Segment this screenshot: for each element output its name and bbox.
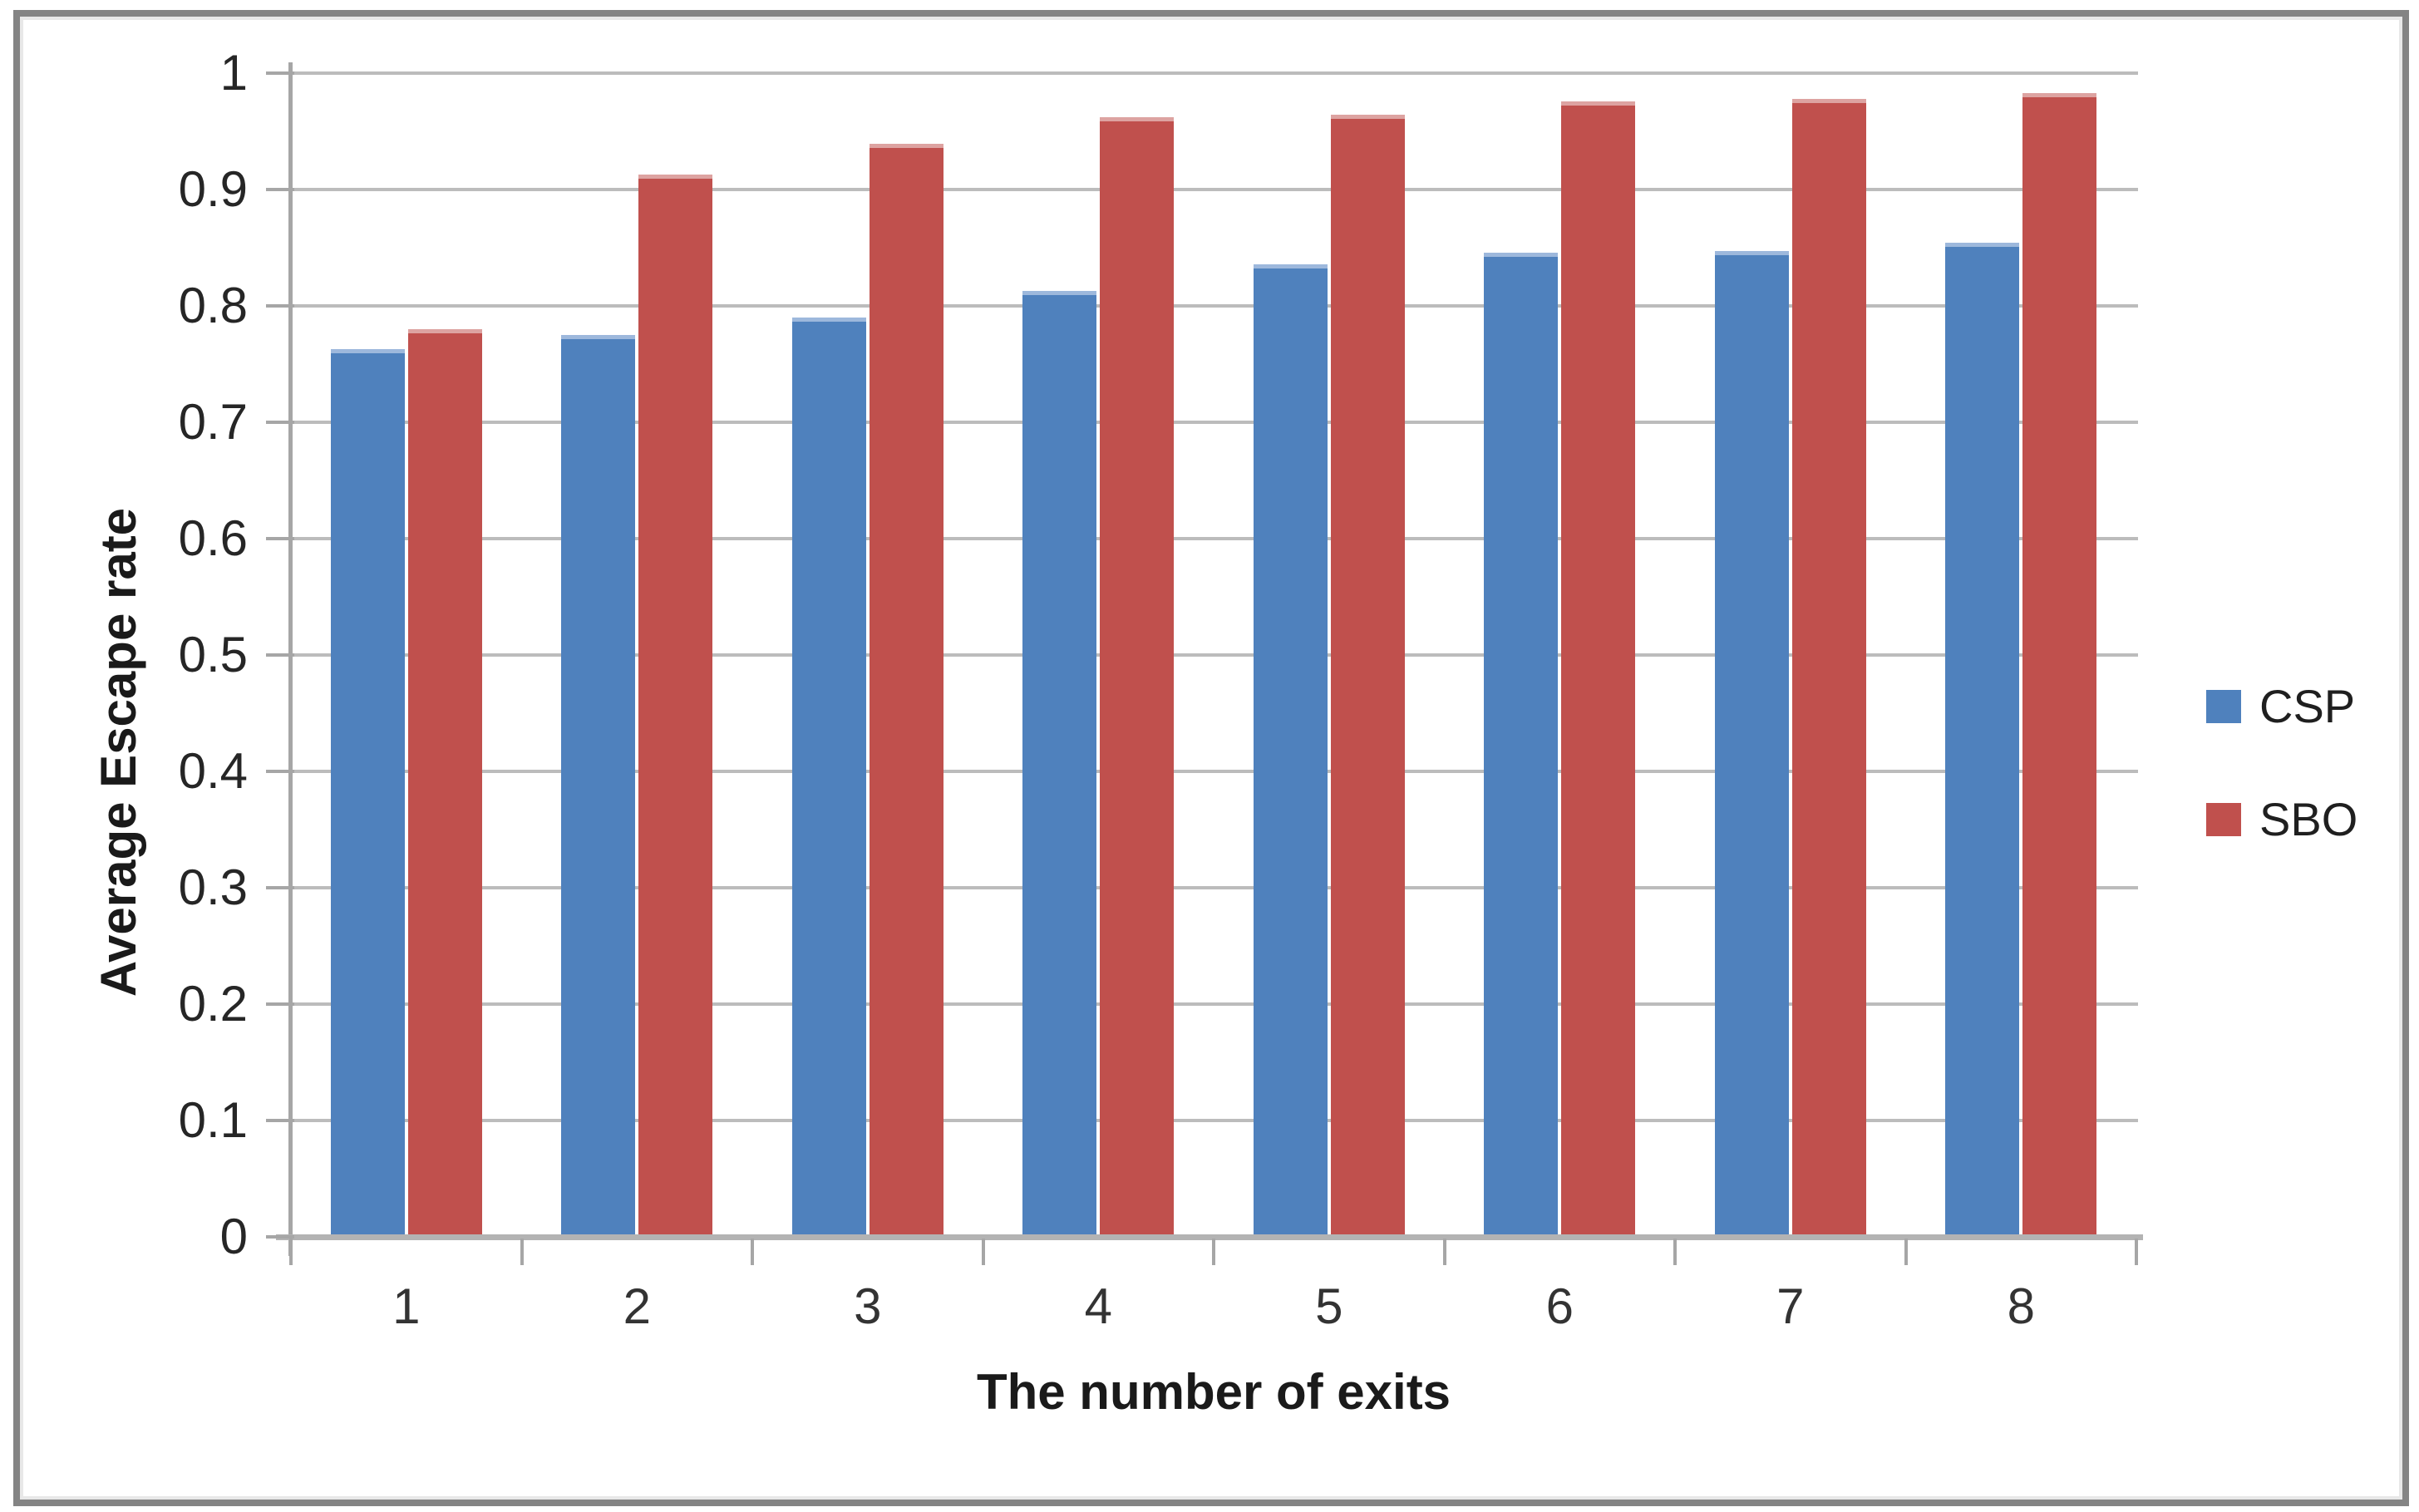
legend: CSP SBO <box>2206 682 2357 845</box>
gridline-0.1 <box>291 1119 2138 1122</box>
bar-csp-7 <box>1714 251 1789 1237</box>
y-tick-0.9 <box>266 188 294 191</box>
bar-sbo-6 <box>1561 101 1636 1237</box>
y-tick-0.1 <box>266 1119 294 1122</box>
y-tick-label-0.6: 0.6 <box>178 510 248 566</box>
y-tick-0.5 <box>266 653 294 657</box>
y-tick-label-0.7: 0.7 <box>178 394 248 450</box>
x-tick-5 <box>1442 1239 1446 1265</box>
x-axis-line <box>276 1234 2143 1240</box>
x-tick-0 <box>289 1239 293 1265</box>
y-axis-line <box>288 62 293 1256</box>
bar-sbo-7 <box>1791 98 1866 1237</box>
bar-csp-1 <box>330 348 405 1237</box>
legend-label-sbo: SBO <box>2259 793 2358 845</box>
x-tick-3 <box>981 1239 985 1265</box>
y-tick-0.2 <box>266 1002 294 1006</box>
gridline-0.4 <box>291 770 2138 773</box>
x-tick-label-6: 6 <box>1545 1278 1574 1334</box>
legend-entry-csp: CSP <box>2206 682 2357 731</box>
y-tick-0.8 <box>266 304 294 308</box>
x-tick-label-4: 4 <box>1084 1278 1112 1334</box>
x-tick-2 <box>751 1239 754 1265</box>
bar-csp-6 <box>1484 252 1559 1237</box>
y-tick-label-0.9: 0.9 <box>178 161 248 217</box>
bar-sbo-3 <box>869 144 943 1237</box>
x-tick-label-3: 3 <box>854 1278 882 1334</box>
legend-entry-sbo: SBO <box>2206 795 2357 845</box>
gridline-0.3 <box>291 886 2138 889</box>
y-tick-0.3 <box>266 886 294 889</box>
y-tick-label-0.8: 0.8 <box>178 278 248 333</box>
bar-csp-4 <box>1022 290 1097 1237</box>
bar-csp-2 <box>561 335 636 1237</box>
x-tick-label-1: 1 <box>392 1278 421 1334</box>
y-axis-title: Average Escape rate <box>91 507 146 997</box>
y-tick-label-1: 1 <box>219 45 248 101</box>
y-tick-1 <box>266 71 294 75</box>
y-tick-0 <box>266 1235 294 1239</box>
gridline-0.5 <box>291 653 2138 657</box>
bar-csp-8 <box>1945 243 2020 1237</box>
gridline-0.8 <box>291 304 2138 308</box>
x-tick-label-7: 7 <box>1776 1278 1805 1334</box>
legend-swatch <box>2206 803 2241 836</box>
x-axis-title: The number of exits <box>976 1364 1451 1420</box>
x-tick-1 <box>520 1239 524 1265</box>
x-tick-label-8: 8 <box>2007 1278 2035 1334</box>
y-tick-label-0.4: 0.4 <box>178 743 248 799</box>
x-tick-6 <box>1673 1239 1677 1265</box>
gridline-0.6 <box>291 537 2138 540</box>
y-tick-label-0.2: 0.2 <box>178 976 248 1032</box>
y-tick-label-0: 0 <box>219 1209 248 1264</box>
bar-csp-5 <box>1253 263 1328 1237</box>
x-tick-7 <box>1904 1239 1908 1265</box>
y-tick-0.7 <box>266 421 294 424</box>
legend-label-csp: CSP <box>2259 680 2356 732</box>
x-tick-4 <box>1212 1239 1215 1265</box>
gridline-0.2 <box>291 1002 2138 1006</box>
bar-sbo-5 <box>1330 115 1405 1237</box>
bar-sbo-2 <box>638 174 713 1237</box>
gridline-1 <box>291 71 2138 75</box>
bar-sbo-4 <box>1100 117 1175 1237</box>
y-tick-0.6 <box>266 537 294 540</box>
x-tick-label-5: 5 <box>1315 1278 1343 1334</box>
bar-sbo-8 <box>2022 92 2097 1237</box>
bar-csp-3 <box>791 318 866 1237</box>
gridline-0.9 <box>291 188 2138 191</box>
gridline-0.7 <box>291 421 2138 424</box>
x-tick-8 <box>2135 1239 2138 1265</box>
y-tick-label-0.5: 0.5 <box>178 627 248 682</box>
bar-sbo-1 <box>407 329 482 1237</box>
y-tick-label-0.1: 0.1 <box>178 1092 248 1148</box>
y-tick-0.4 <box>266 770 294 773</box>
x-tick-label-2: 2 <box>623 1278 651 1334</box>
legend-swatch <box>2206 690 2241 723</box>
y-tick-label-0.3: 0.3 <box>178 859 248 915</box>
